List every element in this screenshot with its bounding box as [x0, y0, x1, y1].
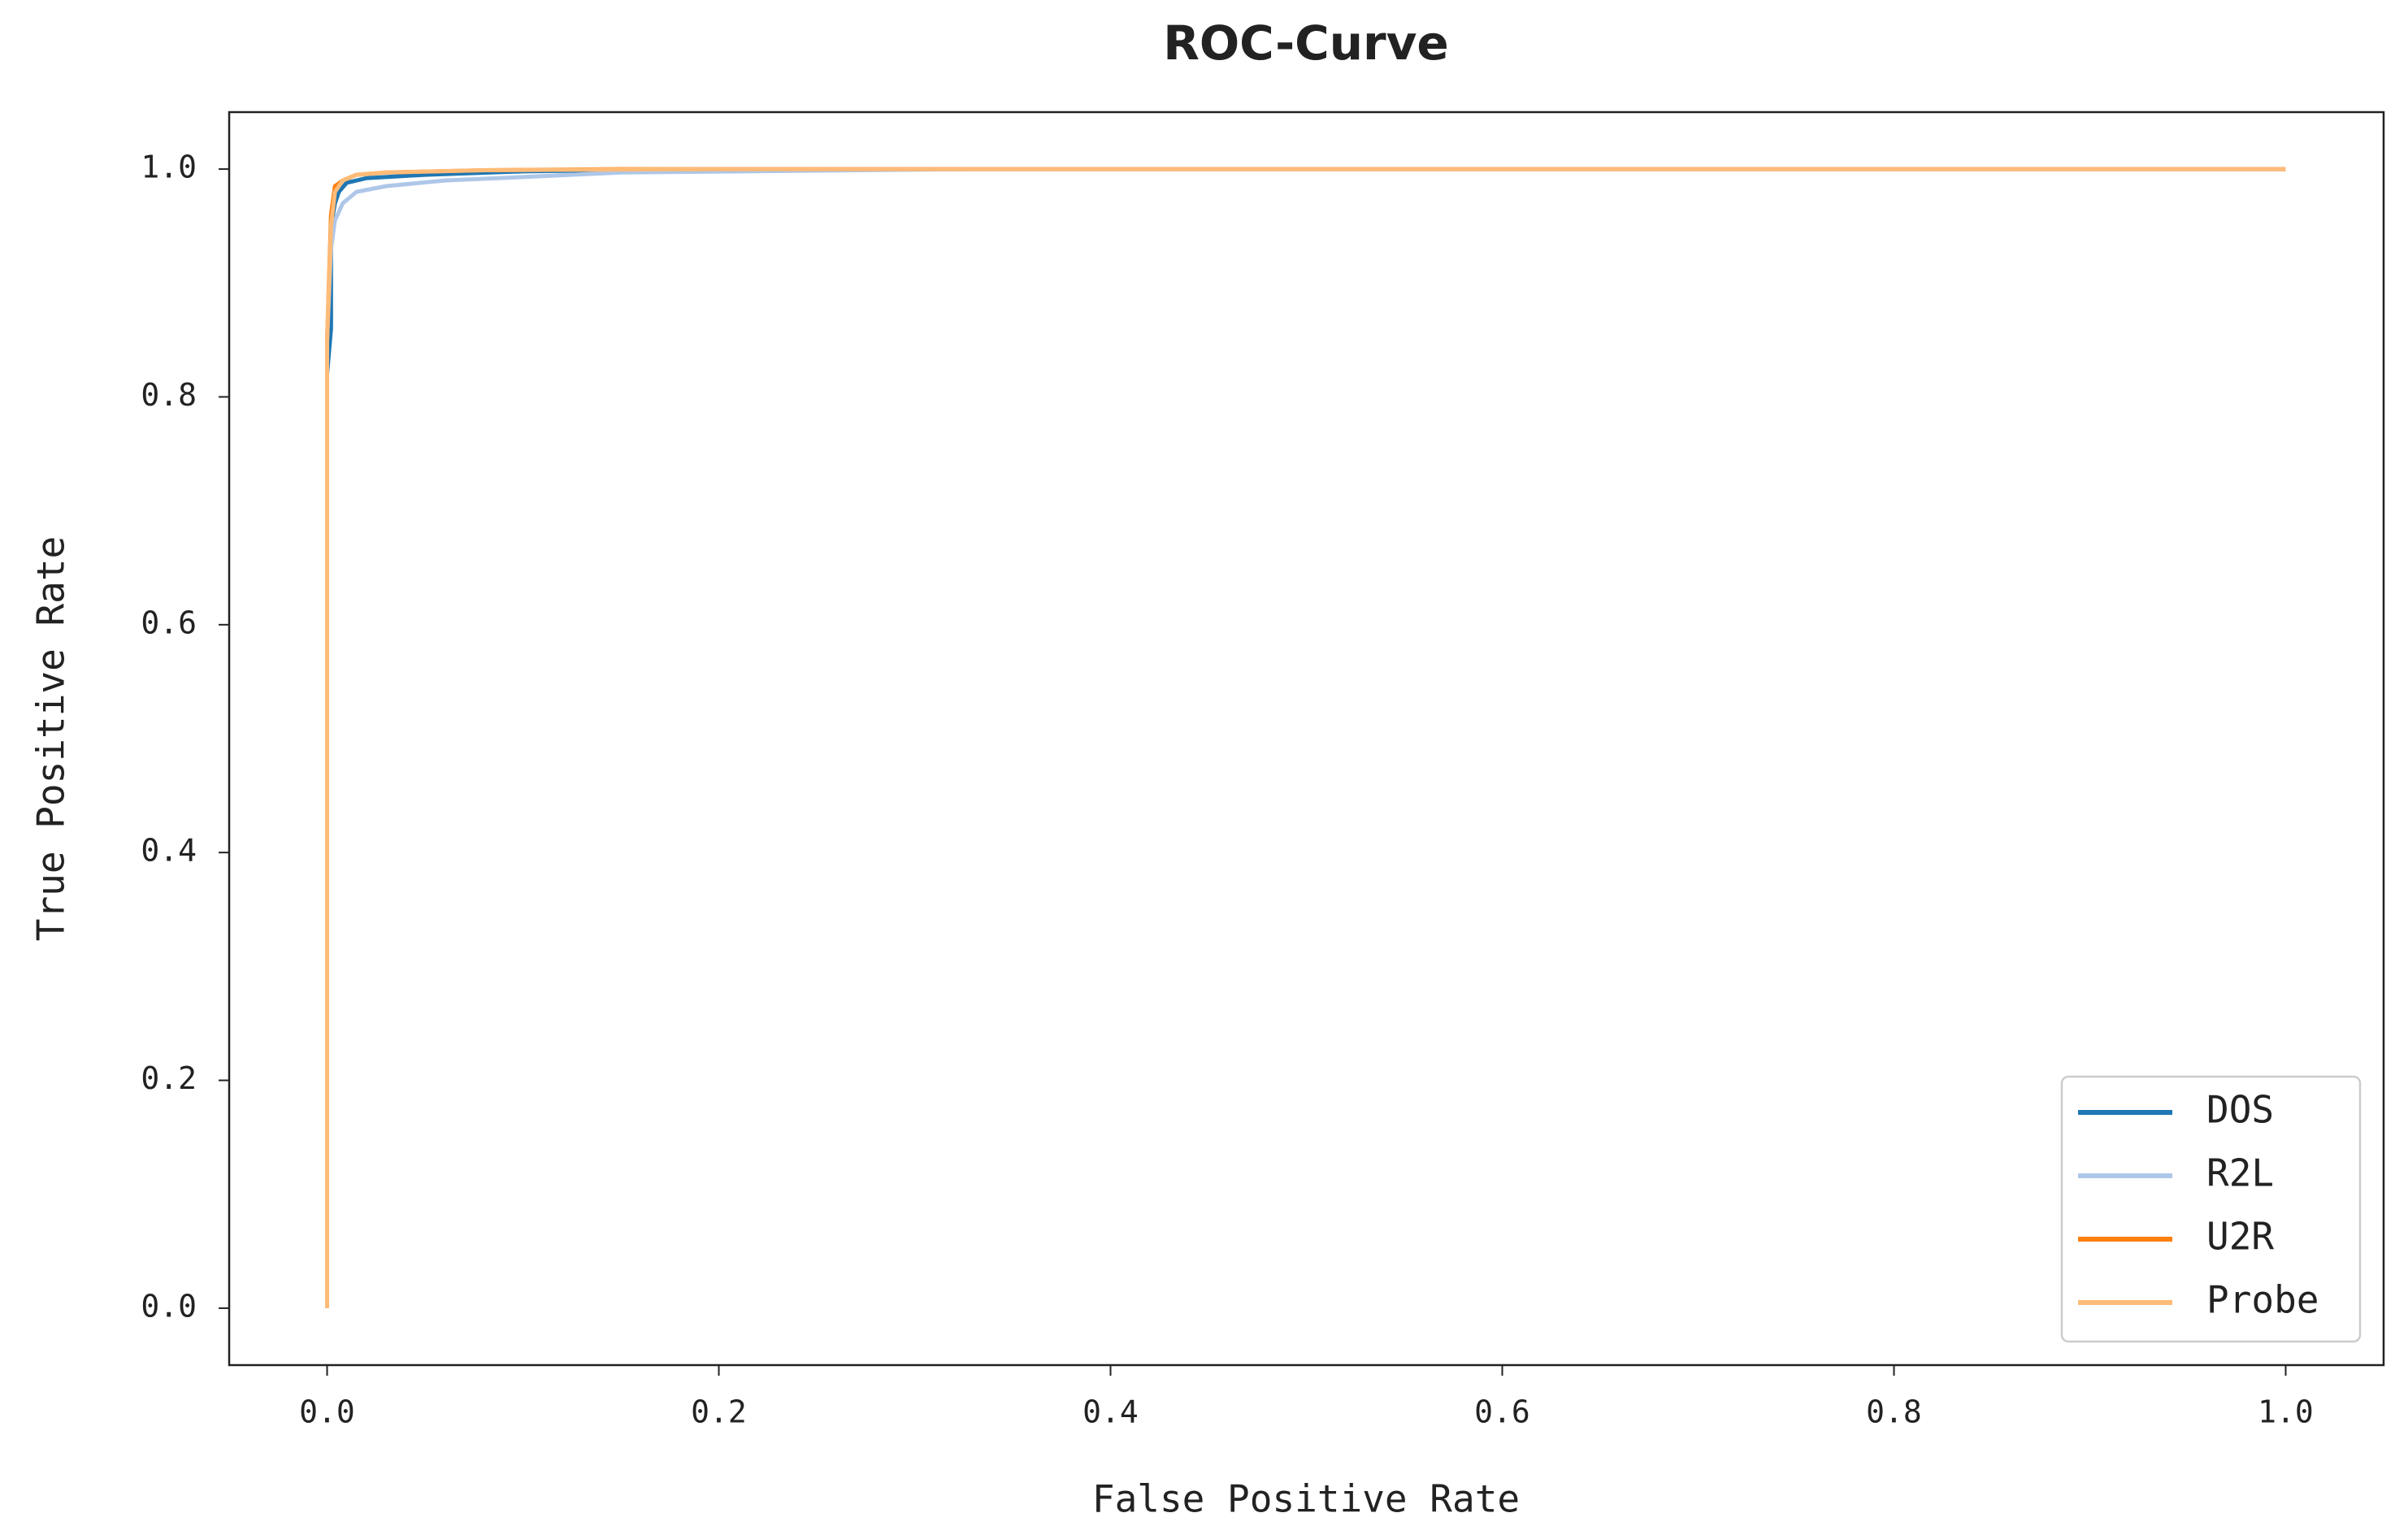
legend-label: Probe: [2206, 1278, 2319, 1322]
legend-label: U2R: [2206, 1215, 2274, 1259]
y-tick-label: 0.8: [141, 377, 197, 413]
chart-title: ROC-Curve: [1163, 15, 1449, 71]
y-tick-label: 0.4: [141, 833, 197, 869]
x-tick-label: 0.0: [299, 1394, 355, 1430]
roc-line: [325, 167, 2286, 1308]
y-tick-label: 0.6: [141, 605, 197, 640]
y-tick-label: 1.0: [141, 150, 197, 185]
x-tick-label: 0.2: [691, 1394, 747, 1430]
legend-label: R2L: [2206, 1151, 2274, 1195]
legend-box: [2060, 1075, 2362, 1343]
y-axis-label: True Positive Rate: [29, 536, 73, 942]
legend-label: DOS: [2206, 1088, 2274, 1132]
x-axis-label: False Positive Rate: [1092, 1477, 1520, 1521]
x-tick-label: 0.8: [1866, 1394, 1922, 1430]
axes-frame: [228, 111, 2385, 1367]
x-tick-label: 0.6: [1474, 1394, 1530, 1430]
x-tick-label: 0.4: [1083, 1394, 1139, 1430]
y-tick-label: 0.0: [141, 1288, 197, 1324]
y-tick-label: 0.2: [141, 1060, 197, 1096]
x-tick-label: 1.0: [2258, 1394, 2314, 1430]
